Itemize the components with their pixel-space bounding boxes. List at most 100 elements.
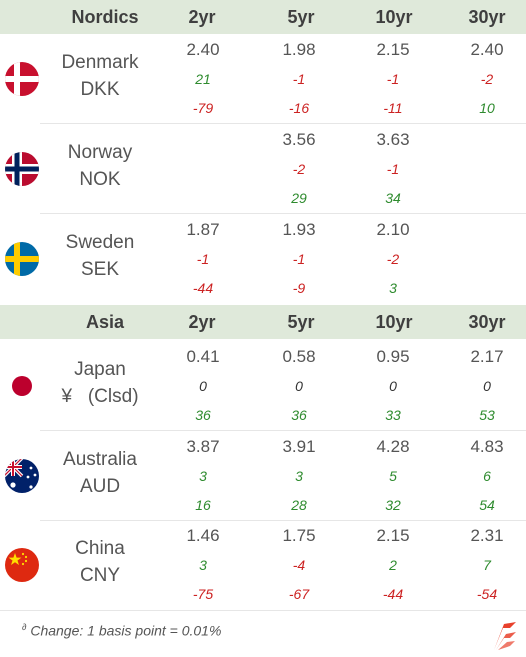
footnote-text: Change: 1 basis point = 0.01% [26,622,222,639]
yield-value: 1.93 [282,220,316,239]
change-1d: -4 [292,557,306,573]
yield-value: 2.40 [470,40,504,59]
currency-code: NOK [79,169,121,190]
change-1d: -1 [292,251,306,267]
yield-value: 1.98 [282,40,316,59]
australia-flag-icon [5,459,39,493]
yield-value: 2.15 [376,40,410,59]
change-1d: 0 [295,378,303,394]
change-ytd: 36 [195,407,211,423]
country-name: China [75,538,125,559]
change-ytd: -11 [383,100,403,116]
footnote-marker: ∂ [22,622,27,632]
yield-value: 2.15 [376,526,410,545]
region-title: Nordics [71,6,139,27]
currency-code: CNY [79,565,121,586]
change-1d: -1 [292,71,306,87]
col-header-2yr[interactable]: 2yr [188,6,216,27]
yield-value: 1.75 [282,526,316,545]
col-header-5yr[interactable]: 5yr [287,6,315,27]
change-ytd: 36 [291,407,307,423]
currency-code: AUD [79,476,121,497]
change-ytd: -9 [292,280,306,296]
change-ytd: -75 [192,586,214,602]
brand-logo-icon[interactable] [490,620,518,652]
footer-divider [0,610,526,611]
change-ytd: -44 [192,280,214,296]
change-1d: -1 [386,161,400,177]
change-ytd: 33 [385,407,401,423]
country-name: Sweden [65,232,135,253]
change-1d: 6 [483,468,491,484]
change-ytd: -54 [476,586,498,602]
change-1d: 21 [195,71,211,87]
change-ytd: 53 [479,407,495,423]
yield-value: 4.28 [376,437,410,456]
change-1d: 3 [199,557,207,573]
sweden-flag-icon [5,242,39,276]
change-1d: 3 [199,468,207,484]
region-title: Asia [85,311,125,332]
change-ytd: -44 [382,586,404,602]
change-1d: -2 [480,71,494,87]
yield-value: 4.83 [470,437,504,456]
table-row-denmark[interactable]: Denmark DKK 2.40 21 -79 1.98 -1 -16 2.15… [0,34,526,124]
yield-value: 3.56 [282,130,316,149]
yield-value: 2.40 [186,40,220,59]
change-ytd: -79 [192,100,214,116]
change-1d: 2 [389,557,397,573]
change-1d: -2 [386,251,400,267]
table-row-japan[interactable]: Japan ¥ (Clsd) 0.41 0 36 0.58 0 36 0.95 … [0,341,526,431]
change-1d: -1 [196,251,210,267]
col-header-5yr[interactable]: 5yr [287,311,315,332]
table-row-china[interactable]: China CNY 1.46 3 -75 1.75 -4 -67 2.15 2 … [0,520,526,610]
yield-value: 2.10 [376,220,410,239]
change-ytd: 32 [385,497,401,513]
section-header-nordics: Nordics 2yr 5yr 10yr 30yr [0,0,526,34]
currency-code: ¥ (Clsd) [61,386,139,407]
country-name: Japan [74,359,126,380]
col-header-10yr[interactable]: 10yr [375,6,413,27]
col-header-30yr[interactable]: 30yr [468,6,506,27]
change-1d: 0 [199,378,207,394]
yield-value: 2.31 [470,526,504,545]
row-divider [40,520,526,521]
yield-value: 3.91 [282,437,316,456]
row-divider [40,430,526,431]
yield-value: 3.87 [186,437,220,456]
currency-code: DKK [80,79,120,100]
yield-value: 0.95 [376,347,410,366]
japan-flag-icon [5,369,39,403]
yield-value: 3.63 [376,130,410,149]
country-name: Denmark [61,52,139,73]
change-1d: 7 [483,557,491,573]
change-ytd: -16 [288,100,310,116]
yield-value: 0.58 [282,347,316,366]
country-name: Norway [67,142,133,163]
change-ytd: 54 [479,497,495,513]
col-header-30yr[interactable]: 30yr [468,311,506,332]
change-1d: 3 [295,468,303,484]
change-1d: 0 [389,378,397,394]
change-ytd: 16 [195,497,211,513]
change-ytd: 3 [389,280,397,296]
change-ytd: 10 [479,100,495,116]
norway-flag-icon [5,152,39,186]
change-1d: 0 [483,378,491,394]
table-row-australia[interactable]: Australia AUD 3.87 3 16 3.91 3 28 4.28 5… [0,431,526,521]
yield-value: 1.46 [186,526,220,545]
yield-value: 0.41 [186,347,220,366]
china-flag-icon [5,548,39,582]
col-header-10yr[interactable]: 10yr [375,311,413,332]
table-row-norway[interactable]: Norway NOK 3.56 -2 29 3.63 -1 34 [0,124,526,214]
row-divider [40,213,526,214]
change-1d: -2 [292,161,306,177]
yield-value: 2.17 [470,347,504,366]
denmark-flag-icon [5,62,39,96]
currency-code: SEK [80,259,120,280]
change-ytd: 34 [385,190,401,206]
table-row-sweden[interactable]: Sweden SEK 1.87 -1 -44 1.93 -1 -9 2.10 -… [0,214,526,304]
yield-value: 1.87 [186,220,220,239]
col-header-2yr[interactable]: 2yr [188,311,216,332]
country-name: Australia [63,449,137,470]
